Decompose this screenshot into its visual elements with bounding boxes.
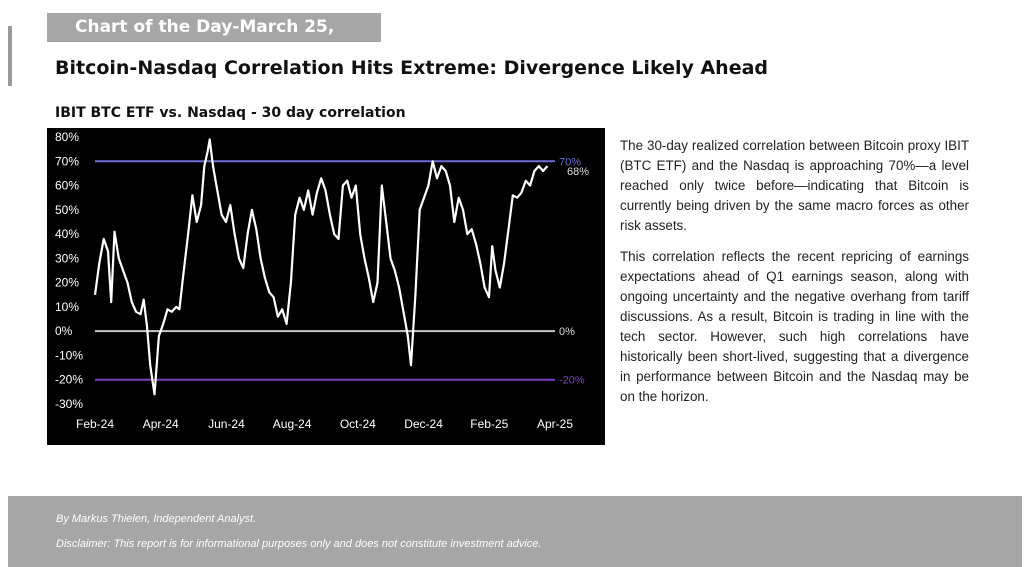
footer: By Markus Thielen, Independent Analyst. … xyxy=(8,496,1022,567)
x-tick-label: Oct-24 xyxy=(340,417,376,431)
reference-line-label: 70% xyxy=(559,156,581,168)
commentary-text: The 30-day realized correlation between … xyxy=(620,136,969,418)
y-tick-label: 0% xyxy=(55,324,73,338)
x-tick-label: Apr-25 xyxy=(537,417,573,431)
y-tick-label: 50% xyxy=(55,203,79,217)
x-tick-label: Aug-24 xyxy=(273,417,312,431)
x-tick-label: Apr-24 xyxy=(143,417,179,431)
commentary-paragraph-1: The 30-day realized correlation between … xyxy=(620,138,969,233)
y-tick-label: -10% xyxy=(55,348,83,362)
y-tick-label: 40% xyxy=(55,227,79,241)
x-tick-label: Jun-24 xyxy=(208,417,245,431)
disclaimer-text: Disclaimer: This report is for informati… xyxy=(56,538,542,550)
chart-title: IBIT BTC ETF vs. Nasdaq - 30 day correla… xyxy=(55,105,406,121)
y-tick-label: -20% xyxy=(55,373,83,387)
reference-line-label: -20% xyxy=(559,375,585,387)
reference-line-label: 0% xyxy=(559,326,575,338)
correlation-chart: 80% 70% 60% 50% 40% 30% 20% 10% 0% -10% -20% -30% Fe… xyxy=(47,128,605,445)
x-tick-label: Feb-25 xyxy=(470,417,508,431)
y-tick-label: 20% xyxy=(55,276,79,290)
author-credit: By Markus Thielen, Independent Analyst. xyxy=(56,513,257,525)
latest-value-label: 68% xyxy=(567,166,589,178)
y-tick-label: 10% xyxy=(55,300,79,314)
y-tick-label: -30% xyxy=(55,397,83,411)
chart-canvas: 80% 70% 60% 50% 40% 30% 20% 10% 0% -10% -20% -30% Fe… xyxy=(55,130,589,431)
y-tick-label: 70% xyxy=(55,154,79,168)
accent-bar xyxy=(8,26,12,86)
commentary-paragraph-2: This correlation reflects the recent rep… xyxy=(620,249,969,404)
x-tick-label: Dec-24 xyxy=(404,417,443,431)
y-tick-label: 80% xyxy=(55,130,79,144)
y-tick-label: 30% xyxy=(55,251,79,265)
report-date-tag: Chart of the Day-March 25, 2025 xyxy=(47,13,381,66)
y-tick-label: 60% xyxy=(55,179,79,193)
page-title: Bitcoin-Nasdaq Correlation Hits Extreme:… xyxy=(55,57,769,79)
x-tick-label: Feb-24 xyxy=(76,417,114,431)
correlation-line xyxy=(93,138,549,396)
